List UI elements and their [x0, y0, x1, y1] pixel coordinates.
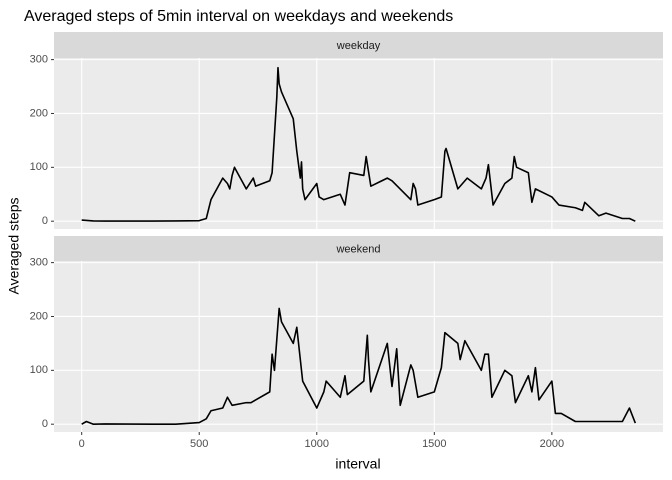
chart-title: Averaged steps of 5min interval on weekd… — [24, 8, 453, 25]
panel — [54, 261, 663, 432]
y-tick-label: 0 — [42, 418, 48, 430]
y-tick-label: 100 — [30, 364, 48, 376]
y-tick-label: 100 — [30, 161, 48, 173]
strip — [54, 236, 663, 261]
x-tick-label: 1000 — [305, 438, 329, 450]
series-line — [81, 307, 637, 425]
y-tick-label: 200 — [30, 310, 48, 322]
strip-label: weekday — [336, 40, 381, 52]
y-axis-title: Averaged steps — [6, 197, 22, 294]
y-tick-label: 300 — [30, 257, 48, 269]
series-line — [81, 66, 636, 222]
panel — [54, 58, 663, 229]
y-tick-label: 0 — [42, 215, 48, 227]
x-axis-title: interval — [335, 456, 380, 472]
x-tick-label: 500 — [190, 438, 208, 450]
x-tick-label: 2000 — [540, 438, 564, 450]
strip-label: weekend — [335, 243, 380, 255]
x-tick-label: 1500 — [422, 438, 446, 450]
strip — [54, 32, 663, 58]
y-tick-label: 300 — [30, 54, 48, 66]
x-tick-label: 0 — [79, 438, 85, 450]
y-tick-label: 200 — [30, 107, 48, 119]
